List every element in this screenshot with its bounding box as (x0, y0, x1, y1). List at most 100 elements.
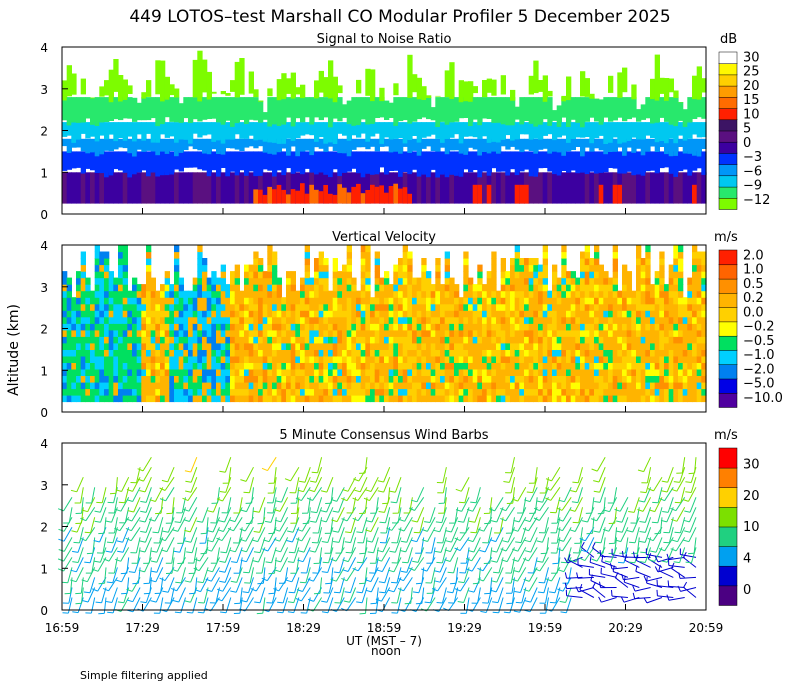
snr-cell (407, 97, 413, 124)
velocity-cell (650, 349, 656, 357)
velocity-cell (197, 349, 203, 357)
snr-cell (440, 97, 446, 122)
wind-barb (262, 567, 266, 584)
velocity-cell (444, 297, 450, 305)
wind-barb (397, 507, 402, 524)
velocity-cell (402, 323, 408, 331)
snr-cell (136, 102, 142, 121)
velocity-cell (342, 271, 348, 279)
velocity-cell (85, 329, 91, 337)
velocity-cell (575, 336, 581, 344)
velocity-cell (94, 251, 100, 259)
velocity-cell (346, 277, 352, 285)
wind-barb (509, 597, 515, 613)
velocity-cell (533, 310, 539, 318)
velocity-cell (570, 323, 576, 331)
velocity-cell (491, 342, 497, 350)
wind-barb-feather (72, 611, 79, 614)
snr-cell (220, 151, 226, 168)
velocity-cell (696, 388, 702, 396)
velocity-cell (603, 271, 609, 279)
velocity-cell (584, 355, 590, 363)
velocity-cell (421, 290, 427, 298)
velocity-cell (449, 342, 455, 350)
velocity-cell (598, 382, 604, 390)
wind-barb-feather (593, 480, 600, 483)
wind-barb (393, 557, 402, 573)
velocity-cell (356, 382, 362, 390)
snr-cell (71, 97, 77, 123)
velocity-cell (514, 355, 520, 363)
snr-cell (286, 194, 292, 204)
wind-barb-feather (137, 468, 144, 472)
velocity-cell (580, 388, 586, 396)
velocity-cell (412, 382, 418, 390)
velocity-cell (150, 368, 156, 376)
velocity-cell (300, 284, 306, 292)
snr-cell (192, 122, 198, 134)
snr-cell (617, 151, 623, 174)
snr-cell (332, 138, 338, 151)
velocity-cell (496, 342, 502, 350)
velocity-cell (631, 323, 637, 331)
velocity-cell (458, 355, 464, 363)
velocity-cell (379, 388, 385, 396)
velocity-cell (169, 336, 175, 344)
velocity-cell (687, 297, 693, 305)
velocity-cell (617, 368, 623, 376)
velocity-cell (244, 329, 250, 337)
velocity-cell (440, 368, 446, 376)
velocity-cell (272, 329, 278, 337)
velocity-cell (197, 284, 203, 292)
snr-cell (262, 151, 268, 170)
velocity-cell (542, 264, 548, 272)
velocity-cell (206, 388, 212, 396)
wind-barb-feather (342, 489, 349, 492)
wind-barb-feather (472, 582, 479, 585)
wind-barb (291, 567, 300, 583)
velocity-cell (491, 290, 497, 298)
wind-barb (224, 567, 232, 583)
velocity-cell (449, 388, 455, 396)
velocity-cell (202, 303, 208, 311)
velocity-cell (62, 375, 68, 383)
snr-cell (472, 86, 478, 94)
wind-barb (75, 567, 84, 582)
snr-cell (687, 122, 693, 139)
velocity-cell (309, 336, 315, 344)
velocity-cell (556, 382, 562, 390)
velocity-cell (505, 297, 511, 305)
velocity-cell (598, 310, 604, 318)
wind-barb-feather (106, 601, 113, 603)
velocity-cell (132, 342, 138, 350)
snr-cell (169, 84, 175, 96)
velocity-cell (631, 368, 637, 376)
velocity-cell (570, 271, 576, 279)
velocity-cell (640, 290, 646, 298)
wind-barb-feather (242, 591, 249, 594)
velocity-cell (262, 368, 268, 376)
wind-barb (566, 576, 583, 579)
wind-barb (205, 527, 209, 544)
wind-barb-feather (185, 540, 192, 543)
velocity-cell (323, 342, 329, 350)
colorbar-label: 30 (743, 50, 760, 65)
velocity-cell (94, 362, 100, 370)
colorbar-label: 1.0 (743, 263, 764, 278)
velocity-cell (104, 297, 110, 305)
velocity-cell (589, 323, 595, 331)
velocity-cell (444, 251, 450, 259)
snr-cell (486, 151, 492, 176)
velocity-cell (94, 277, 100, 285)
velocity-cell (351, 395, 357, 403)
wind-barb-feather (378, 581, 385, 584)
velocity-cell (393, 382, 399, 390)
velocity-cell (678, 355, 684, 363)
wind-barb (126, 577, 130, 594)
snr-cell (108, 69, 114, 103)
velocity-cell (85, 375, 91, 383)
snr-cell (183, 122, 189, 140)
velocity-cell (654, 323, 660, 331)
velocity-cell (482, 297, 488, 305)
snr-cell (542, 97, 548, 120)
